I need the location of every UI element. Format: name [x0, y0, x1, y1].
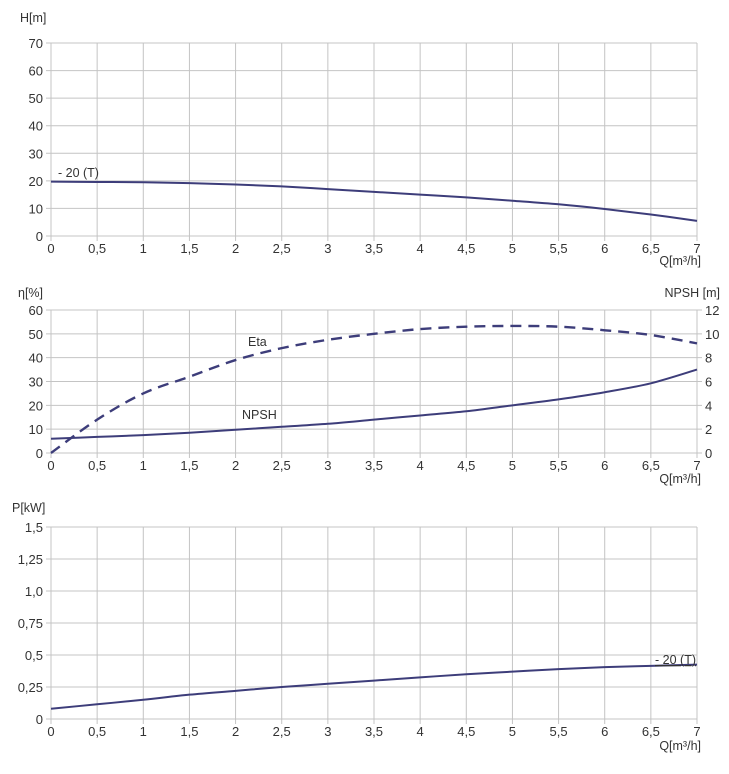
y-tick-label: 30 [29, 146, 43, 161]
y-tick-label: 40 [29, 119, 43, 134]
x-tick-label: 6 [601, 241, 608, 256]
x-tick-label: 2 [232, 241, 239, 256]
y-tick-label: 0 [36, 712, 43, 727]
y-tick-label: 0 [36, 446, 43, 461]
x-axis-label: Q[m³/h] [659, 472, 701, 486]
y-tick-label: 50 [29, 327, 43, 342]
y-tick-label: 70 [29, 36, 43, 51]
x-tick-label: 7 [693, 724, 700, 739]
y-tick-label: 1,25 [18, 552, 43, 567]
y-tick-label: 10 [29, 201, 43, 216]
chart-panel-1: 0 0,5 1 1,5 2 2,5 3 3,5 4 4,5 5 5,5 6 6,5 701020304050… [20, 11, 701, 268]
x-tick-label: 7 [693, 458, 700, 473]
x-tick-label: 3 [324, 458, 331, 473]
x-tick-label: 1,5 [180, 458, 198, 473]
y-axis-label: P[kW] [12, 501, 45, 515]
x-tick-label: 1 [140, 724, 147, 739]
x-tick-label: 6,5 [642, 458, 660, 473]
y-tick-label: 1,0 [25, 584, 43, 599]
y-tick-label: 20 [29, 174, 43, 189]
x-tick-label: 6,5 [642, 241, 660, 256]
x-tick-label: 0,5 [88, 724, 106, 739]
y-tick-label: 1,5 [25, 520, 43, 535]
x-tick-label: 0,5 [88, 241, 106, 256]
y-tick-label: 0 [36, 229, 43, 244]
y-tick-label: 0,5 [25, 648, 43, 663]
y2-tick-label: 12 [705, 303, 719, 318]
y2-tick-label: 0 [705, 446, 712, 461]
x-tick-label: 4 [417, 241, 424, 256]
x-tick-label: 2,5 [273, 458, 291, 473]
y-tick-label: 0,75 [18, 616, 43, 631]
y-tick-label: 30 [29, 375, 43, 390]
y2-tick-label: 8 [705, 351, 712, 366]
x-tick-label: 4 [417, 724, 424, 739]
y-tick-label: 60 [29, 303, 43, 318]
x-tick-label: 5 [509, 724, 516, 739]
x-tick-label: 3 [324, 724, 331, 739]
x-tick-label: 5,5 [550, 241, 568, 256]
x-tick-label: 2 [232, 724, 239, 739]
series-label: - 20 (T) [655, 653, 696, 667]
x-axis-label: Q[m³/h] [659, 254, 701, 268]
x-tick-label: 2 [232, 458, 239, 473]
x-tick-label: 7 [693, 241, 700, 256]
series-label: NPSH [242, 408, 277, 422]
x-tick-label: 6,5 [642, 724, 660, 739]
x-tick-label: 4,5 [457, 458, 475, 473]
y2-tick-label: 2 [705, 422, 712, 437]
y2-tick-label: 4 [705, 398, 712, 413]
x-tick-label: 6 [601, 724, 608, 739]
x-tick-label: 3,5 [365, 458, 383, 473]
x-tick-label: 4,5 [457, 724, 475, 739]
x-tick-label: 3,5 [365, 241, 383, 256]
y2-axis-label: NPSH [m] [664, 286, 720, 300]
x-tick-label: 6 [601, 458, 608, 473]
y-tick-label: 10 [29, 422, 43, 437]
series-line-20-t [50, 663, 698, 710]
y2-tick-label: 6 [705, 375, 712, 390]
series-line-20-t [50, 180, 698, 222]
chart-panel-2: 0 0,5 1 1,5 2 2,5 3 3,5 4 4,5 5 5,5 6 6,5 701020304050… [18, 286, 720, 486]
x-tick-label: 3,5 [365, 724, 383, 739]
x-tick-label: 0 [47, 724, 54, 739]
x-tick-label: 1 [140, 458, 147, 473]
y-tick-label: 0,25 [18, 680, 43, 695]
x-axis-label: Q[m³/h] [659, 739, 701, 753]
y2-tick-label: 10 [705, 327, 719, 342]
series-label: - 20 (T) [58, 166, 99, 180]
x-tick-label: 1,5 [180, 724, 198, 739]
x-tick-label: 2,5 [273, 241, 291, 256]
x-tick-label: 0,5 [88, 458, 106, 473]
series-line-npsh [50, 368, 698, 440]
y-tick-label: 20 [29, 398, 43, 413]
x-tick-label: 3 [324, 241, 331, 256]
x-tick-label: 1,5 [180, 241, 198, 256]
x-tick-label: 0 [47, 241, 54, 256]
y-tick-label: 50 [29, 91, 43, 106]
x-tick-label: 5 [509, 458, 516, 473]
chart-panel-3: 0 0,5 1 1,5 2 2,5 3 3,5 4 4,5 5 5,5 6 6,5 7 0 0,25 0,5 0,7… [12, 501, 701, 753]
x-tick-label: 0 [47, 458, 54, 473]
series-label: Eta [248, 335, 267, 349]
y-tick-label: 60 [29, 64, 43, 79]
x-tick-label: 5 [509, 241, 516, 256]
x-tick-label: 1 [140, 241, 147, 256]
x-tick-label: 4,5 [457, 241, 475, 256]
y-tick-label: 40 [29, 351, 43, 366]
y-axis-label: η[%] [18, 286, 43, 300]
x-tick-label: 5,5 [550, 724, 568, 739]
x-tick-label: 4 [417, 458, 424, 473]
y-axis-label: H[m] [20, 11, 46, 25]
series-line-eta [50, 324, 698, 454]
x-tick-label: 2,5 [273, 724, 291, 739]
x-tick-label: 5,5 [550, 458, 568, 473]
